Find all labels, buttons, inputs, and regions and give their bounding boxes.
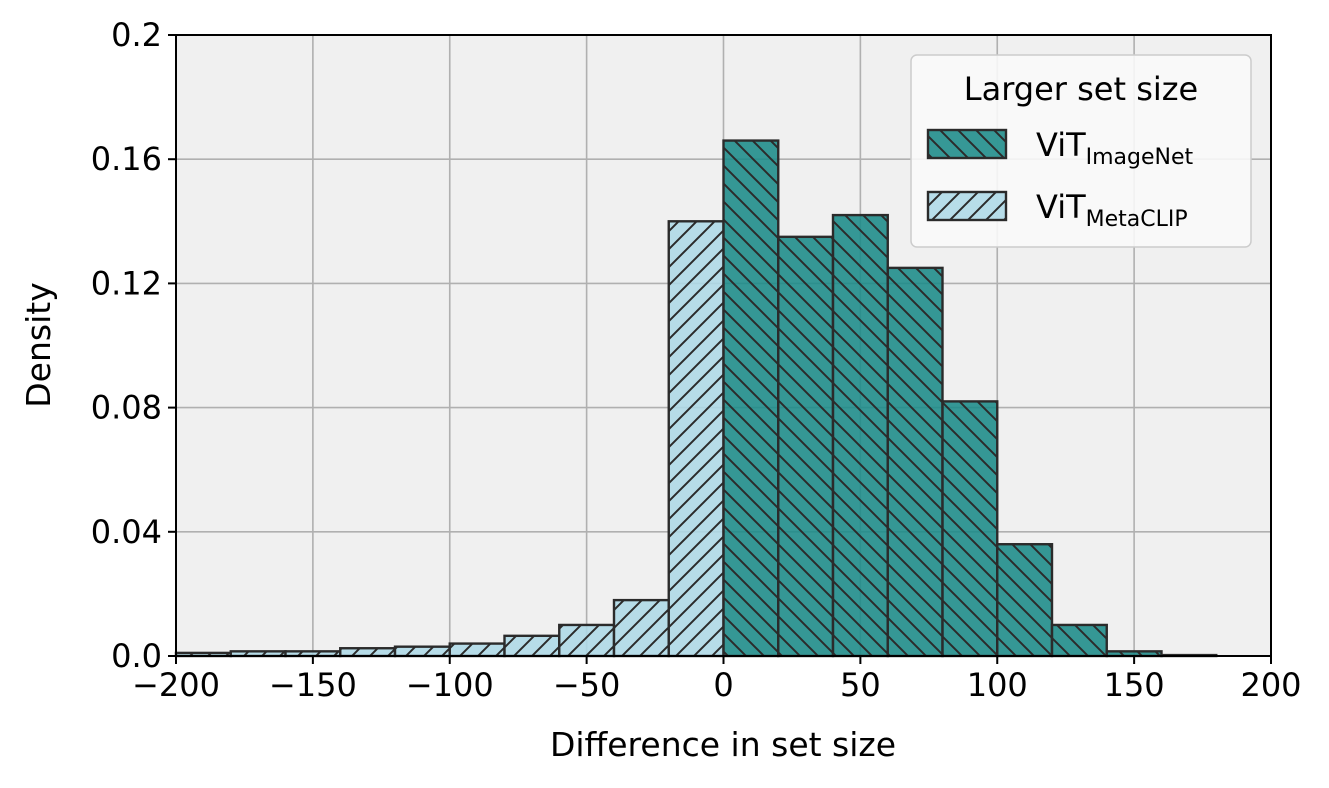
x-tick-label: −100 — [406, 666, 494, 704]
bar-hatch — [942, 401, 998, 656]
legend-swatch-outline — [926, 190, 1008, 222]
histogram-bar — [339, 647, 397, 658]
x-tick-label: −200 — [132, 666, 220, 704]
bar-hatch — [614, 600, 669, 656]
x-axis-ticks: −200 −150 −100 −50 0 50 100 150 200 — [132, 656, 1302, 704]
y-axis-label: Density — [19, 282, 58, 407]
bar-hatch — [395, 646, 450, 656]
legend-label: ViTMetaCLIP — [1036, 188, 1188, 232]
legend-swatch-outline — [926, 128, 1008, 160]
bar-hatch — [723, 140, 779, 656]
histogram-bar — [448, 642, 506, 658]
legend-entry: ViTMetaCLIP — [926, 188, 1188, 232]
x-tick-label: 50 — [840, 666, 881, 704]
legend-swatch-hatch — [928, 192, 1006, 220]
y-tick-label: 0.16 — [91, 140, 162, 178]
bar-hatch — [997, 544, 1052, 656]
histogram-bar — [393, 645, 451, 658]
y-tick-label: 0.12 — [91, 264, 162, 302]
histogram-bar — [722, 139, 780, 658]
bar-hatch — [449, 643, 505, 656]
bar-hatch — [285, 651, 341, 656]
x-tick-label: 100 — [967, 666, 1028, 704]
y-axis-ticks: 0.0 0.04 0.08 0.12 0.16 0.2 — [91, 16, 176, 675]
bar-hatch — [668, 221, 724, 657]
histogram-bar — [831, 213, 889, 658]
histogram-bar — [558, 623, 616, 658]
legend-label-subscript: MetaCLIP — [1086, 207, 1188, 232]
x-axis-label: Difference in set size — [550, 725, 896, 764]
bar-hatch — [176, 652, 231, 656]
x-tick-label: −150 — [269, 666, 357, 704]
histogram-bar — [996, 543, 1054, 658]
y-tick-label: 0.04 — [91, 513, 162, 551]
histogram-bar — [1050, 623, 1108, 658]
bar-hatch — [504, 635, 560, 656]
histogram-bar — [612, 598, 670, 658]
y-tick-label: 0.0 — [111, 637, 162, 675]
legend-label-main: ViT — [1036, 126, 1086, 164]
legend-title: Larger set size — [964, 70, 1198, 108]
bar-hatch — [559, 624, 614, 656]
legend-label: ViTImageNet — [1036, 126, 1194, 170]
legend-label-subscript: ImageNet — [1086, 145, 1194, 170]
histogram-bar — [503, 634, 561, 658]
histogram-bar — [777, 235, 835, 658]
histogram-bar — [941, 400, 999, 658]
x-tick-label: 150 — [1104, 666, 1165, 704]
legend-swatch-hatch — [928, 130, 1006, 158]
bar-hatch — [1052, 624, 1107, 656]
x-tick-label: 200 — [1240, 666, 1301, 704]
x-tick-label: −50 — [553, 666, 621, 704]
bar-hatch — [778, 236, 833, 656]
bars-layer — [174, 139, 1218, 658]
y-tick-label: 0.08 — [91, 389, 162, 427]
bar-hatch — [340, 648, 395, 656]
x-tick-label: 0 — [713, 666, 733, 704]
bar-hatch — [1106, 651, 1162, 656]
histogram-bar — [667, 220, 725, 658]
legend-label-main: ViT — [1036, 188, 1086, 226]
histogram-bar — [886, 266, 944, 658]
bar-hatch — [887, 267, 943, 656]
bar-hatch — [833, 215, 888, 656]
bar-hatch — [230, 651, 286, 656]
legend-entry: ViTImageNet — [926, 126, 1194, 170]
y-tick-label: 0.2 — [111, 16, 162, 54]
